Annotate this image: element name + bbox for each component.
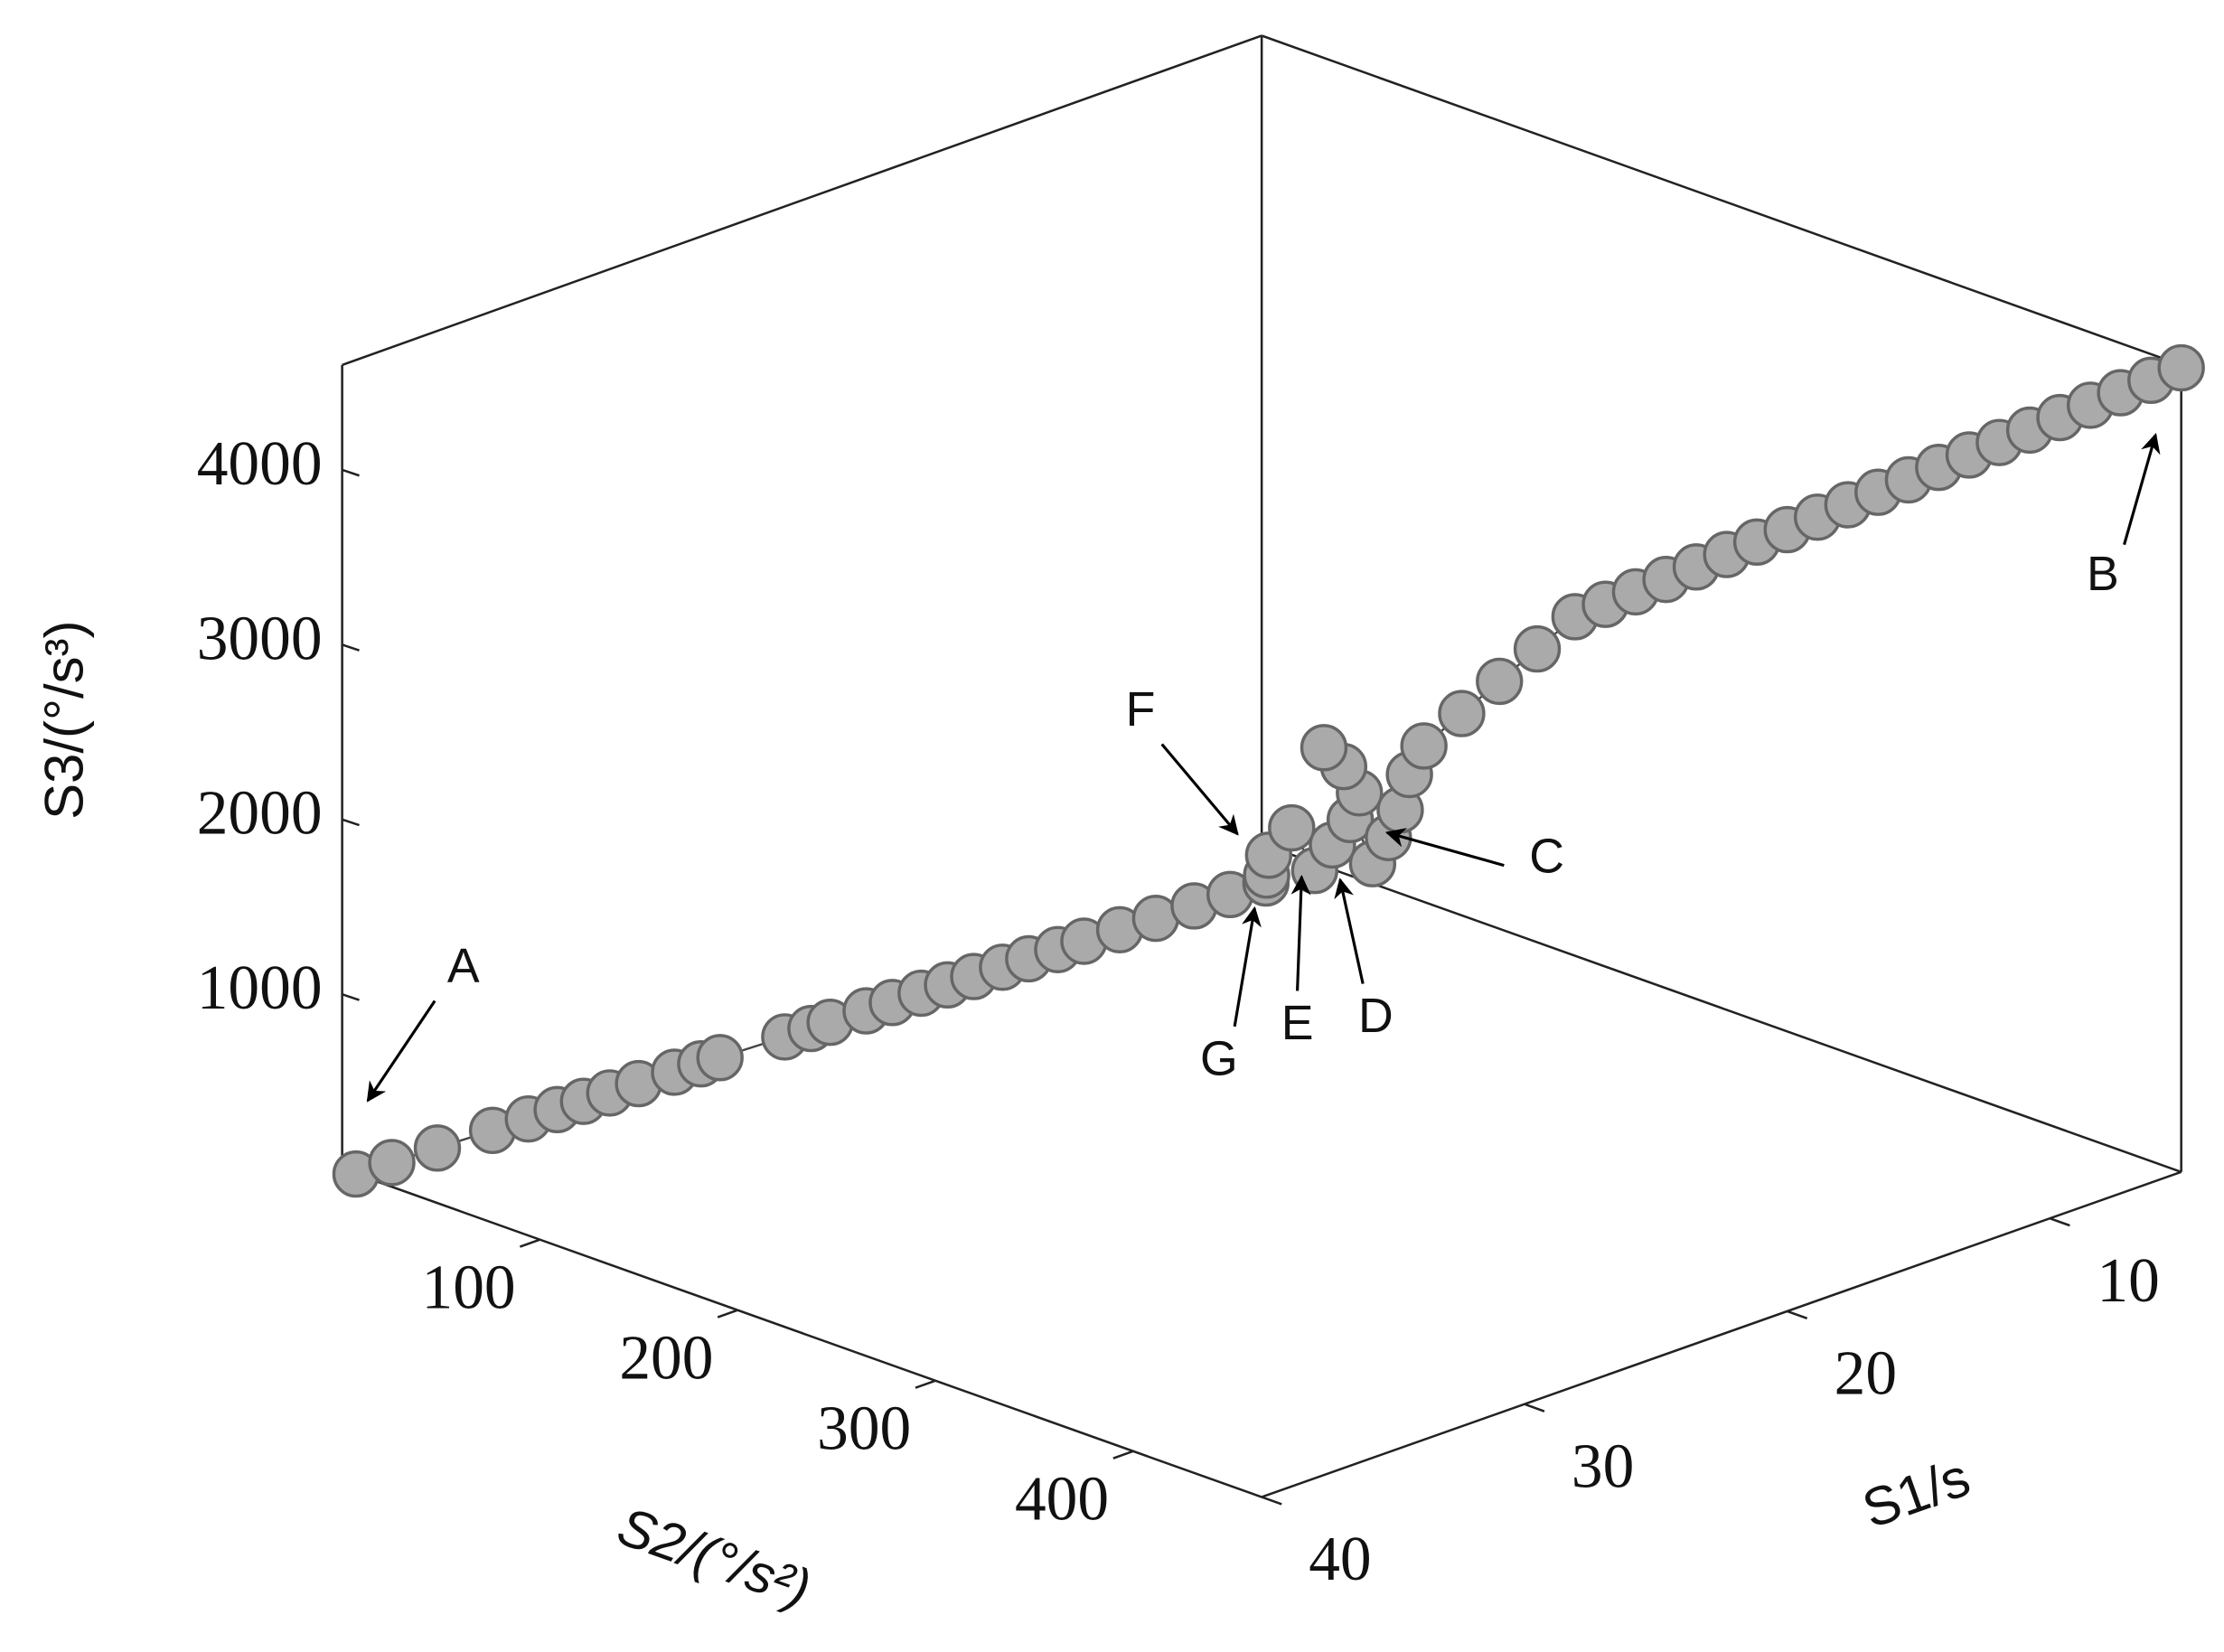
z-tick — [342, 468, 360, 477]
data-point — [1476, 657, 1524, 706]
data-point — [696, 1034, 744, 1082]
axes-box — [341, 34, 2182, 1498]
data-point — [1438, 690, 1486, 737]
y-tick-label: 100 — [422, 1253, 516, 1323]
x-tick-label: 30 — [1572, 1431, 1634, 1501]
annotation: G — [1200, 1032, 1238, 1086]
x-tick — [1524, 1403, 1545, 1413]
box-edge — [1261, 842, 2182, 1174]
z-axis-title: S3/(°/s³) — [34, 620, 95, 819]
z-tick-label: 1000 — [197, 953, 323, 1023]
data-point — [368, 1139, 416, 1187]
box-edge — [342, 34, 1262, 367]
annotation: D — [1358, 989, 1394, 1043]
box-edge — [1261, 1170, 2182, 1498]
x-tick — [1261, 1496, 1282, 1506]
z-tick-label: 3000 — [197, 604, 323, 673]
z-tick-label: 4000 — [197, 429, 323, 499]
z-tick-label: 2000 — [197, 779, 323, 849]
x-tick — [2049, 1217, 2070, 1227]
z-tick — [342, 993, 360, 1001]
annotation: A — [447, 939, 480, 993]
y-tick-label: 400 — [1015, 1465, 1109, 1535]
box-edge — [1261, 34, 2182, 367]
x-tick-label: 20 — [1835, 1339, 1897, 1409]
data-point — [1513, 624, 1562, 673]
y-tick-label: 200 — [619, 1324, 713, 1394]
x-tick — [1787, 1309, 1808, 1320]
y-tick — [519, 1238, 540, 1248]
annotation: B — [2087, 547, 2119, 601]
data-point — [1400, 722, 1448, 770]
x-tick-label: 40 — [1309, 1525, 1371, 1594]
annotation-arrow — [2123, 433, 2161, 546]
z-tick — [342, 818, 360, 827]
annotation-arrow — [1290, 875, 1311, 991]
data-point — [413, 1124, 462, 1172]
y-tick-label: 300 — [817, 1394, 911, 1464]
data-point — [1268, 803, 1316, 852]
box-edge — [342, 1168, 1262, 1498]
annotation-arrow — [1233, 906, 1262, 1028]
data-point — [2157, 343, 2205, 392]
annotation: C — [1529, 829, 1564, 883]
annotation: F — [1126, 682, 1156, 737]
annotation: E — [1281, 996, 1314, 1050]
annotation-arrow — [1334, 878, 1365, 984]
z-tick — [342, 643, 360, 652]
annotation-arrow — [1160, 743, 1239, 836]
data-point — [1300, 724, 1348, 772]
y-tick — [717, 1309, 738, 1319]
annotation-arrow — [366, 1000, 436, 1103]
x-tick-label: 10 — [2097, 1246, 2159, 1316]
y-tick — [915, 1379, 936, 1389]
y-tick — [1112, 1450, 1134, 1460]
annotation-arrow — [1384, 828, 1505, 868]
